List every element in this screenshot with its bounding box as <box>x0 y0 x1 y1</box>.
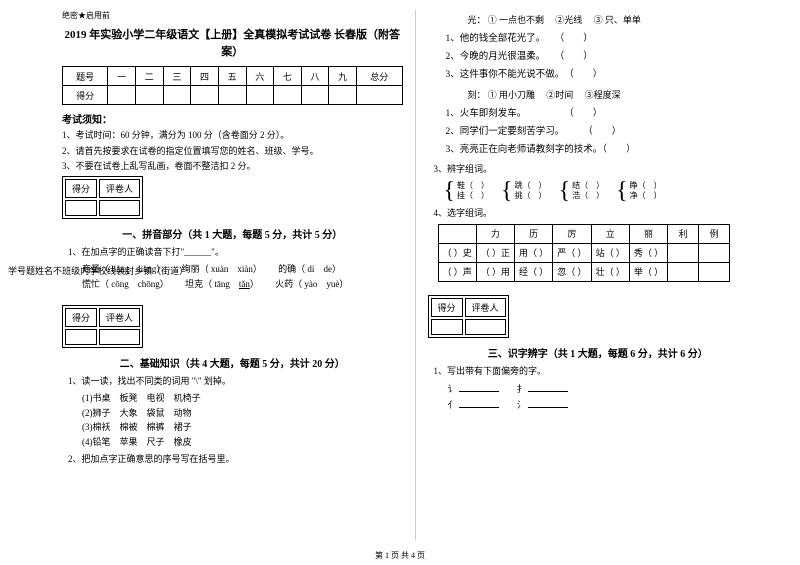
s2q1-rows: (1)书桌 板凳 电视 机椅子 (2)狮子 大象 袋鼠 动物 (3)棉袄 棉被 … <box>68 391 403 449</box>
rule: 1、考试时间：60 分钟，满分为 100 分（含卷面分 2 分）。 <box>62 129 403 142</box>
sb-c2: 评卷人 <box>99 308 140 327</box>
section-scorebox: 得分评卷人 <box>428 295 509 338</box>
bind-label: 班级 <box>62 264 80 277</box>
th: 四 <box>191 67 219 86</box>
rule: 3、不要在试卷上乱写乱画，卷面不整洁扣 2 分。 <box>62 160 403 173</box>
bind-label: 学校 <box>89 264 107 277</box>
section-scorebox: 得分评卷人 <box>62 176 143 219</box>
section2-title: 二、基础知识（共 4 大题，每题 5 分，共计 20 分） <box>62 355 403 370</box>
notice-header: 考试须知： <box>62 111 403 126</box>
th: 二 <box>136 67 164 86</box>
th: 八 <box>301 67 329 86</box>
bind-mark: 封 <box>125 264 134 277</box>
rule: 2、请首先按要求在试卷的指定位置填写您的姓名、班级、学号。 <box>62 145 403 158</box>
sb-c1: 得分 <box>65 308 97 327</box>
sb-c1: 得分 <box>65 179 97 198</box>
brace-row: {鞋（ ）挂（ ） {跳（ ）挑（ ） {结（ ）浩（ ） {睁（ ）净（ ） <box>442 179 769 203</box>
th: 六 <box>246 67 274 86</box>
sb-c1: 得分 <box>431 298 463 317</box>
secret-mark: 绝密★启用前 <box>62 10 403 21</box>
s2q4: 4、选字组词。 <box>434 206 769 220</box>
right-column: 光： ① 一点也不剩 ②光线 ③ 只、单单 1、他的钱全部花光了。 （ ） 2、… <box>416 10 781 540</box>
th: 三 <box>163 67 191 86</box>
section-scorebox: 得分评卷人 <box>62 305 143 348</box>
s2q2: 2、把加点字正确意思的序号写在括号里。 <box>68 452 403 466</box>
section3-title: 三、识字辨字（共 1 大题，每题 6 分，共计 6 分） <box>428 345 769 360</box>
guang-head: 光： ① 一点也不剩 ②光线 ③ 只、单单 <box>468 13 769 27</box>
th: 九 <box>329 67 357 86</box>
th: 七 <box>274 67 302 86</box>
bind-mark: 题 <box>26 264 35 277</box>
bind-mark: 线 <box>107 264 116 277</box>
ke-head: 刻： ① 用小刀雕 ②时间 ③程度深 <box>468 88 769 102</box>
bind-mark: 不 <box>53 264 62 277</box>
exam-title: 2019 年实验小学二年级语文【上册】全真模拟考试试卷 长春版（附答案） <box>62 27 403 60</box>
s3q1: 1、写出带有下面偏旁的字。 <box>434 364 769 378</box>
row-label: 得分 <box>63 86 108 105</box>
binding-margin: 学号 题 姓名 不 班级 内 学校 线 装 封 乡镇（街道） <box>8 10 43 530</box>
q4-table: 力历厉立丽利例 （ ）史（ ）正用（ ）严（ ）站（ ）秀（ ） （ ）声（ ）… <box>438 224 731 282</box>
score-table: 题号 一 二 三 四 五 六 七 八 九 总分 得分 <box>62 66 403 105</box>
th: 五 <box>218 67 246 86</box>
th: 一 <box>108 67 136 86</box>
s2q1: 1、读一读，找出不同类的词用 "\" 划掉。 <box>68 374 403 388</box>
s2q3: 3、辨字组词。 <box>434 162 769 176</box>
bind-mark: 装 <box>116 264 125 277</box>
th: 总分 <box>357 67 403 86</box>
guang-sents: 1、他的钱全部花光了。 （ ） 2、今晚的月光很温柔。 （ ） 3、这件事你不能… <box>446 30 769 84</box>
sb-c2: 评卷人 <box>99 179 140 198</box>
bind-label: 乡镇（街道） <box>134 264 188 277</box>
q1-text: 1、在加点字的正确读音下打"______"。 <box>68 245 403 259</box>
section1-title: 一、拼音部分（共 1 大题，每题 5 分，共计 5 分） <box>62 226 403 241</box>
bind-label: 姓名 <box>35 264 53 277</box>
sb-c2: 评卷人 <box>465 298 506 317</box>
bind-label: 学号 <box>8 264 26 277</box>
th: 题号 <box>63 67 108 86</box>
s3-rows: 讠 扌 亻 氵 <box>434 381 769 412</box>
bind-mark: 内 <box>80 264 89 277</box>
ke-sents: 1、火车即刻发车。 （ ） 2、同学们一定要刻苦学习。 （ ） 3、亮亮正在向老… <box>446 105 769 159</box>
page-footer: 第 1 页 共 4 页 <box>0 550 800 561</box>
